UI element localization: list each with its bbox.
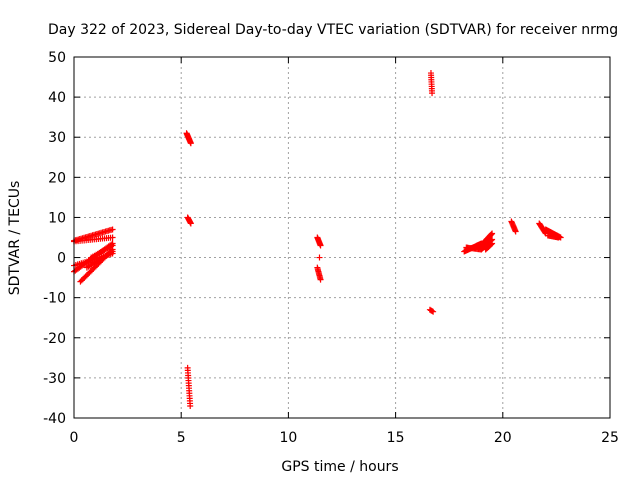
plot-frame <box>73 56 611 419</box>
y-tick-label: 30 <box>48 130 66 146</box>
grid <box>74 57 610 418</box>
tick-labels: 0 5 10 15 20 25 -40 -30 -20 -10 0 10 20 30 40 50 <box>43 50 619 446</box>
data-point <box>187 140 194 147</box>
data-point <box>430 308 437 315</box>
data-point <box>429 308 436 315</box>
y-tick-label: 50 <box>48 50 66 66</box>
data-point <box>489 230 496 237</box>
data-point <box>489 240 496 247</box>
y-tick-label: -20 <box>43 331 66 347</box>
x-tick-label: 15 <box>387 430 405 446</box>
y-tick-label: -10 <box>43 291 66 307</box>
data-point <box>109 234 116 241</box>
data-point <box>187 402 194 409</box>
data-series <box>71 70 564 409</box>
data-point <box>317 276 324 283</box>
data-point <box>109 226 116 233</box>
data-point <box>488 231 495 238</box>
chart-title: Day 322 of 2023, Sidereal Day-to-day VTE… <box>48 22 618 38</box>
data-point <box>488 241 495 248</box>
data-point <box>109 242 116 249</box>
y-tick-label: 40 <box>48 90 66 106</box>
data-point <box>429 90 436 97</box>
y-axis-label: SDTVAR / TECUs <box>7 181 23 296</box>
x-axis-label: GPS time / hours <box>281 459 398 475</box>
x-tick-label: 0 <box>70 430 79 446</box>
y-tick-label: -30 <box>43 371 66 387</box>
x-tick-label: 25 <box>601 430 619 446</box>
data-point <box>316 254 323 261</box>
y-tick-label: 0 <box>57 251 66 267</box>
data-point <box>187 220 194 227</box>
x-tick-label: 20 <box>494 430 512 446</box>
x-tick-label: 10 <box>279 430 297 446</box>
y-tick-label: 10 <box>48 210 66 226</box>
data-point <box>512 228 519 235</box>
y-tick-label: 20 <box>48 170 66 186</box>
data-point <box>109 248 116 255</box>
y-tick-label: -40 <box>43 411 66 427</box>
x-tick-label: 5 <box>177 430 186 446</box>
data-point <box>555 234 562 241</box>
data-point <box>317 242 324 249</box>
